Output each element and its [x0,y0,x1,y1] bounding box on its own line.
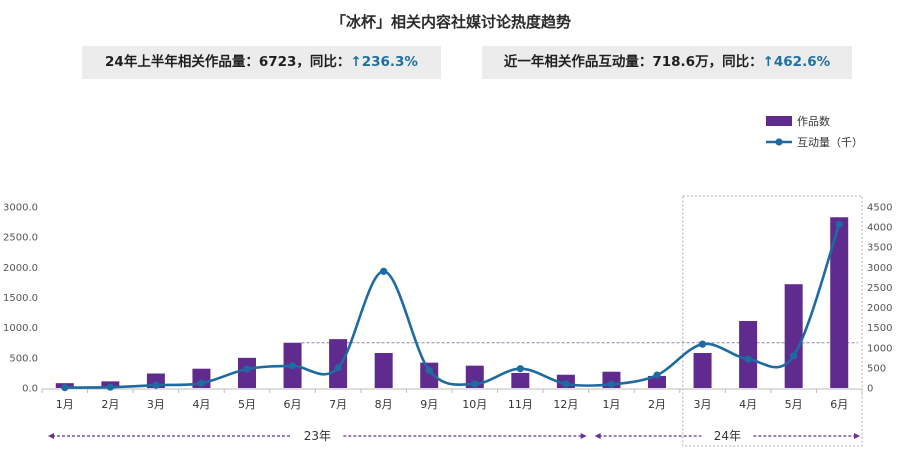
legend-label: 作品数 [797,115,830,128]
right-y-tick-label: 2000 [867,303,892,314]
legend-item-works: 作品数 [766,115,830,128]
interaction-point [425,366,433,374]
right-y-tick-label: 4500 [867,203,892,214]
right-y-tick-label: 1500 [867,323,892,334]
highlight-region [682,195,863,447]
interaction-point [61,383,69,392]
page-title: 「冰杯」相关内容社媒讨论热度趋势 [330,13,571,31]
x-tick-label: 2月 [648,398,666,411]
legend-bar-swatch [766,116,792,126]
interaction-point [288,362,297,370]
works-bar [329,339,348,388]
highlight-box [682,195,863,447]
arrow-left-icon [48,433,54,439]
legend-point-swatch [775,138,783,146]
arrow-left-icon [594,433,601,439]
interaction-point [835,220,843,228]
left-y-tick-label: 2000.0 [3,263,38,274]
left-y-tick-label: 1000.0 [3,323,38,334]
interaction-line-layer [61,220,843,392]
interaction-volume-change: ↑462.6% [762,54,831,70]
right-y-tick-label: 4000 [867,223,892,234]
interaction-point [152,381,160,389]
x-tick-label: 6月 [284,398,302,411]
right-y-tick-label: 3500 [867,243,892,254]
interaction-point [243,365,251,373]
right-y-tick-label: 0 [867,384,873,395]
works-bar [784,284,803,388]
year-group-bracket: 23年 [48,429,587,443]
x-tick-label: 5月 [785,398,803,411]
interaction-point [562,380,570,388]
works-bar [830,217,849,388]
x-tick-label: 3月 [147,398,165,411]
legend-label: 互动量（千） [797,136,863,149]
x-tick-label: 3月 [694,398,712,411]
interaction-point [698,340,707,348]
x-tick-label: 4月 [739,398,757,411]
x-tick-label: 6月 [830,398,848,411]
works-bar [374,353,393,388]
works-volume-stat: 24年上半年相关作品量：6723，同比：↑236.3% [82,46,441,79]
works-bar [511,372,530,388]
interaction-volume-stat: 近一年相关作品互动量：718.6万，同比：↑462.6% [482,46,852,79]
works-volume-text: 24年上半年相关作品量：6723，同比： [105,54,351,70]
interaction-point [607,380,616,388]
arrow-right-icon [580,433,587,439]
x-tick-label: 8月 [375,398,393,411]
interaction-point [334,364,342,372]
x-axis [41,388,863,393]
x-tick-label: 5月 [238,398,256,411]
interaction-point [197,379,206,387]
x-tick-label: 9月 [420,398,438,411]
arrow-right-icon [854,433,860,439]
x-tick-label: 11月 [508,398,533,411]
right-y-tick-label: 500 [867,363,886,374]
right-y-tick-label: 1000 [867,343,892,354]
year-group-bracket: 24年 [594,429,860,443]
interaction-point [106,383,114,391]
right-y-axis: 0 500 1000 1500 2000 2500 3000 3500 4000 4500 [867,203,892,395]
interaction-point [744,355,752,363]
works-bar [420,362,439,388]
year-groups: 23年 24年 [48,429,860,443]
x-tick-label: 1月 [56,398,74,411]
interaction-point [516,365,524,373]
x-tick-label: 12月 [553,398,578,411]
left-y-tick-label: 2500.0 [3,233,38,244]
year-group-label: 24年 [714,429,741,443]
right-y-tick-label: 2500 [867,283,892,294]
x-tick-label: 1月 [602,398,620,411]
x-tick-label: 2月 [101,398,119,411]
works-volume-change: ↑236.3% [350,54,418,70]
works-bar [648,375,666,388]
works-bar [739,321,758,388]
interaction-point [790,352,798,360]
interaction-point [471,380,479,388]
x-tick-label: 7月 [329,398,347,411]
interaction-volume-text: 近一年相关作品互动量：718.6万，同比： [503,54,763,70]
works-bars [55,217,849,388]
x-tick-label: 4月 [192,398,210,411]
left-y-tick-label: 1500.0 [3,293,38,304]
x-tick-label: 10月 [462,398,487,411]
works-bar [693,353,712,388]
year-group-label: 23年 [304,429,331,443]
left-y-axis: 0.0 500.0 1000.0 1500.0 2000.0 2500.0 3000.0 [3,203,38,395]
x-axis-labels: 1月 2月 3月 4月 5月 6月 7月 8月 9月 10月 11月 12月 1月 2月 3月 4月 5月 6月 [56,398,848,411]
interaction-point [380,267,388,275]
right-y-tick-label: 3000 [867,263,892,274]
interaction-line [64,223,841,389]
works-bar [238,357,256,388]
left-y-tick-label: 500.0 [9,353,38,364]
left-y-tick-label: 0.0 [22,384,38,395]
interaction-point [653,371,661,379]
left-y-tick-label: 3000.0 [3,203,38,214]
legend-item-interaction: 互动量（千） [766,136,863,149]
